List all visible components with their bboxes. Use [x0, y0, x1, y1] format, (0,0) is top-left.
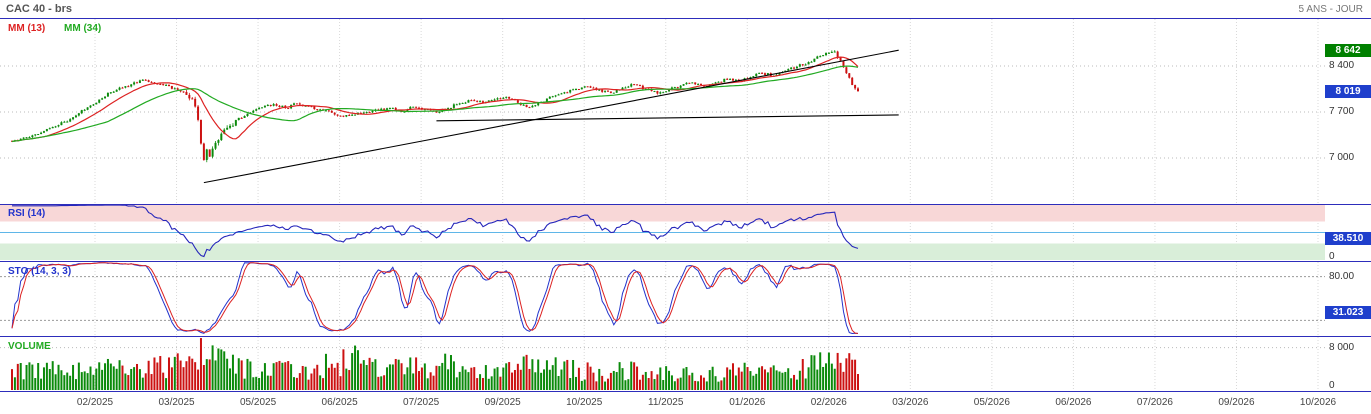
x-axis-label: 11/2025 — [648, 397, 684, 408]
x-axis-label: 02/2025 — [76, 397, 114, 408]
price-axis-tick: 7 700 — [1329, 105, 1355, 117]
trendline — [436, 114, 899, 122]
volume-panel-label: VOLUME — [8, 341, 51, 352]
mm13-legend-label: MM (13) — [8, 23, 46, 34]
mm34-legend-label: MM (34) — [64, 23, 102, 34]
rsi-zone — [0, 243, 1325, 260]
rsi-panel-label: RSI (14) — [8, 208, 46, 219]
x-axis-label: 07/2025 — [403, 397, 440, 408]
timeframe-label: 5 ANS - JOUR — [1298, 4, 1363, 15]
moving-average-line — [11, 65, 859, 143]
rsi-line — [12, 204, 859, 258]
x-axis-label: 10/2025 — [566, 397, 603, 408]
volume-bars — [11, 338, 859, 390]
x-axis-label: 09/2025 — [484, 397, 521, 408]
x-axis-label: 03/2026 — [892, 397, 929, 408]
sto-value-badge: 31.023 — [1325, 305, 1371, 319]
sto-axis-tick: 80.00 — [1329, 270, 1355, 282]
volume-axis-tick: 8 000 — [1329, 341, 1355, 353]
last-price-badge: 8 019 — [1325, 84, 1371, 98]
instrument-title: CAC 40 - brs — [6, 3, 73, 15]
x-axis: 02/2025 03/2025 05/2025 06/2025 07/2025 09/20… — [0, 392, 1371, 414]
x-axis-label: 02/2026 — [810, 397, 847, 408]
moving-average-line — [11, 56, 859, 143]
price-axis-tick: 7 000 — [1329, 151, 1355, 163]
x-axis-label: 09/2026 — [1218, 397, 1255, 408]
period-high-badge: 8 642 — [1325, 43, 1371, 57]
x-axis-label: 07/2026 — [1136, 397, 1173, 408]
x-axis-label: 03/2025 — [158, 397, 195, 408]
x-axis-label: 05/2025 — [239, 397, 277, 408]
volume-axis-tick: 0 — [1329, 380, 1335, 391]
stochastic-d-line — [11, 262, 859, 334]
x-axis-label: 06/2026 — [1055, 397, 1092, 408]
sto-panel-label: STO (14, 3, 3) — [8, 266, 72, 277]
trendline — [203, 49, 899, 184]
stochastic-k-line — [11, 262, 859, 335]
rsi-zone — [0, 205, 1325, 222]
x-axis-label: 05/2026 — [973, 397, 1010, 408]
x-axis-label: 06/2025 — [321, 397, 358, 408]
price-legend: MM (13) MM (34) — [8, 23, 117, 34]
rsi-value-badge: 38.510 — [1325, 232, 1371, 246]
candlestick-series — [11, 50, 859, 163]
chart-header: CAC 40 - brs 5 ANS - JOUR — [0, 0, 1371, 18]
x-axis-label: 10/2026 — [1299, 397, 1337, 408]
rsi-axis-tick: 0 — [1329, 251, 1335, 262]
x-axis-label: 01/2026 — [729, 397, 766, 408]
price-axis-tick: 8 400 — [1329, 59, 1355, 71]
